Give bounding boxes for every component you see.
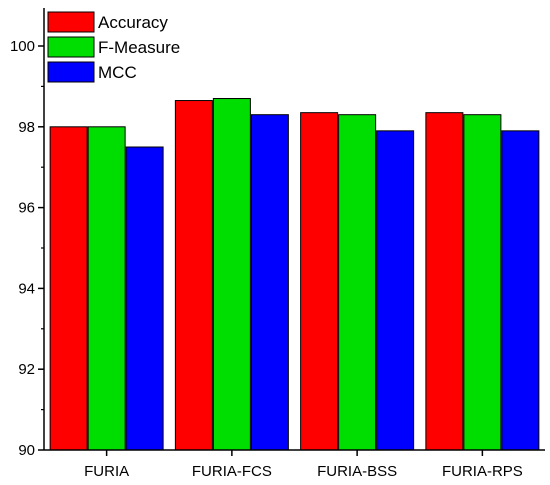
bar-accuracy-furia-bss xyxy=(300,112,339,451)
axes-layer: FURIA FURIA-FCS FURIA-BSS FURIA-RPS 90 92 94 96… xyxy=(10,8,545,480)
y-tick-label: 94 xyxy=(18,280,35,297)
y-tick-label: 92 xyxy=(18,361,35,378)
x-tick-label: FURIA-FCS xyxy=(192,463,272,480)
bar-f-measure-furia xyxy=(87,126,126,451)
bar-mcc-furia xyxy=(125,146,164,451)
bar-mcc-furia-fcs xyxy=(250,114,289,451)
legend-label-f-measure: F-Measure xyxy=(98,38,180,57)
y-tick-label: 98 xyxy=(18,119,35,136)
bar-mcc-furia-rps xyxy=(501,130,540,451)
bar-f-measure-furia-bss xyxy=(338,114,377,451)
legend-label-mcc: MCC xyxy=(98,63,137,82)
bar-accuracy-furia xyxy=(49,126,88,451)
bar-accuracy-furia-fcs xyxy=(174,100,213,451)
bar-f-measure-furia-fcs xyxy=(212,98,251,451)
bar-accuracy-furia-rps xyxy=(425,112,464,451)
y-tick-label: 96 xyxy=(18,200,35,217)
bar-f-measure-furia-rps xyxy=(463,114,502,451)
bars-layer xyxy=(49,98,540,451)
x-tick-label: FURIA-BSS xyxy=(317,463,397,480)
y-tick-label: 90 xyxy=(18,442,35,459)
x-tick-label: FURIA-RPS xyxy=(442,463,523,480)
y-tick-label: 100 xyxy=(10,38,35,55)
legend: Accuracy F-Measure MCC xyxy=(46,10,190,87)
legend-label-accuracy: Accuracy xyxy=(98,13,168,32)
bar-mcc-furia-bss xyxy=(376,130,415,451)
legend-swatch-accuracy xyxy=(47,11,95,33)
x-tick-label: FURIA xyxy=(84,463,129,480)
legend-swatch-mcc xyxy=(47,61,95,83)
legend-swatch-f-measure xyxy=(47,36,95,58)
